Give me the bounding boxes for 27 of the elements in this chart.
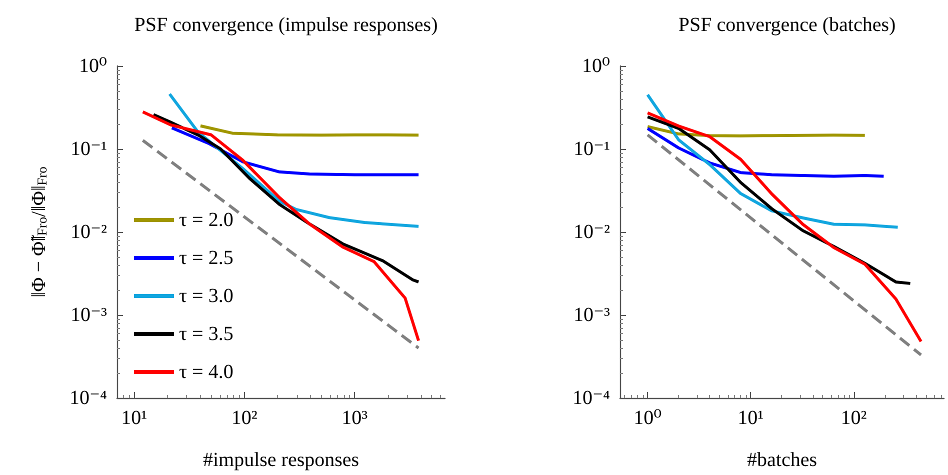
x-axis-title: #impulse responses — [202, 449, 360, 471]
y-tick-label: 10⁰ — [78, 55, 107, 77]
x-tick-label: 10² — [231, 407, 258, 429]
y-tick-label: 10⁻³ — [70, 304, 107, 326]
line-series — [646, 125, 866, 138]
legend-label: τ = 3.0 — [179, 285, 234, 307]
legend-label: τ = 3.5 — [179, 323, 234, 345]
y-tick-label: 10⁻⁴ — [69, 387, 108, 409]
y-tick-label: 10⁻⁴ — [572, 387, 610, 409]
x-tick-label: 10³ — [342, 407, 368, 429]
chart-title: PSF convergence (impulse responses) — [134, 14, 438, 36]
x-tick-label: 10⁰ — [634, 407, 662, 429]
x-tick-label: 10¹ — [121, 407, 148, 429]
y-tick-label: 10⁻³ — [573, 304, 610, 326]
legend-label: τ = 4.0 — [179, 361, 234, 383]
chart-title: PSF convergence (batches) — [678, 14, 896, 36]
y-tick-label: 10⁻² — [70, 221, 107, 243]
legend-label: τ = 2.5 — [179, 247, 234, 269]
x-tick-label: 10¹ — [738, 407, 764, 429]
y-axis-title: ‖Φ − Φ̃‖Fro/‖Φ‖Fro — [28, 166, 50, 298]
x-axis-title: #batches — [747, 449, 818, 471]
y-tick-label: 10⁻¹ — [573, 138, 610, 160]
legend-label: τ = 2.0 — [179, 209, 234, 231]
y-tick-label: 10⁻¹ — [70, 138, 107, 160]
x-tick-label: 10² — [840, 407, 867, 429]
y-tick-label: 10⁰ — [582, 55, 610, 77]
y-tick-label: 10⁻² — [573, 221, 610, 243]
